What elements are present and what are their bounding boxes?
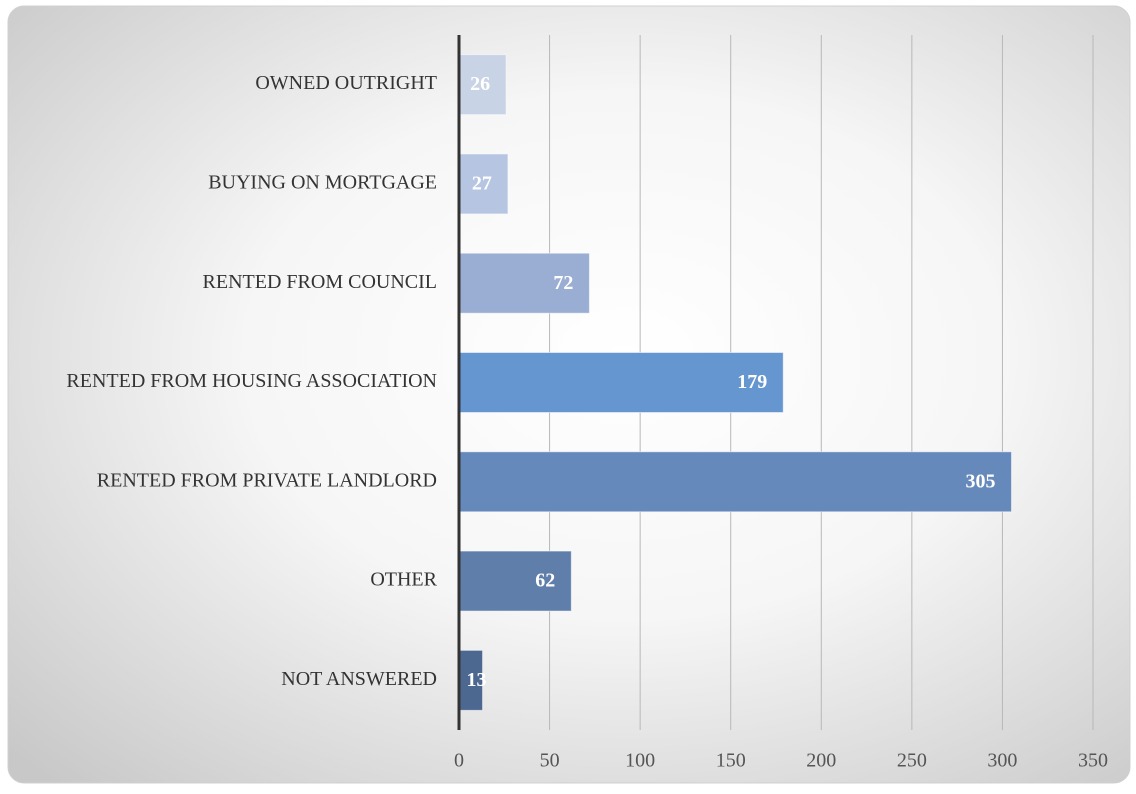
x-tick-label: 100 [625, 750, 655, 772]
bar [458, 451, 1012, 513]
x-tick-label: 250 [897, 750, 927, 772]
x-tick-label: 150 [716, 750, 746, 772]
data-label: 62 [535, 570, 555, 592]
x-tick-label: 200 [806, 750, 836, 772]
bar [458, 352, 784, 413]
y-tick-label: NOT ANSWERED [281, 668, 437, 690]
y-tick-label: OWNED OUTRIGHT [255, 72, 437, 94]
x-tick-label: 350 [1078, 750, 1108, 772]
y-tick-label: RENTED FROM COUNCIL [203, 271, 437, 293]
y-tick-label: RENTED FROM PRIVATE LANDLORD [97, 469, 437, 491]
x-tick-label: 300 [987, 750, 1017, 772]
y-tick-label: BUYING ON MORTGAGE [208, 172, 437, 194]
data-label: 26 [470, 73, 490, 95]
data-label: 27 [472, 173, 492, 195]
x-tick-label: 50 [540, 750, 560, 772]
data-label: 305 [965, 470, 995, 492]
data-label: 72 [553, 272, 573, 294]
y-tick-label: RENTED FROM HOUSING ASSOCIATION [66, 370, 437, 392]
data-label: 13 [467, 669, 487, 691]
data-label: 179 [737, 371, 767, 393]
bar [458, 54, 507, 116]
y-tick-label: OTHER [370, 569, 437, 591]
x-tick-label: 0 [454, 750, 464, 772]
